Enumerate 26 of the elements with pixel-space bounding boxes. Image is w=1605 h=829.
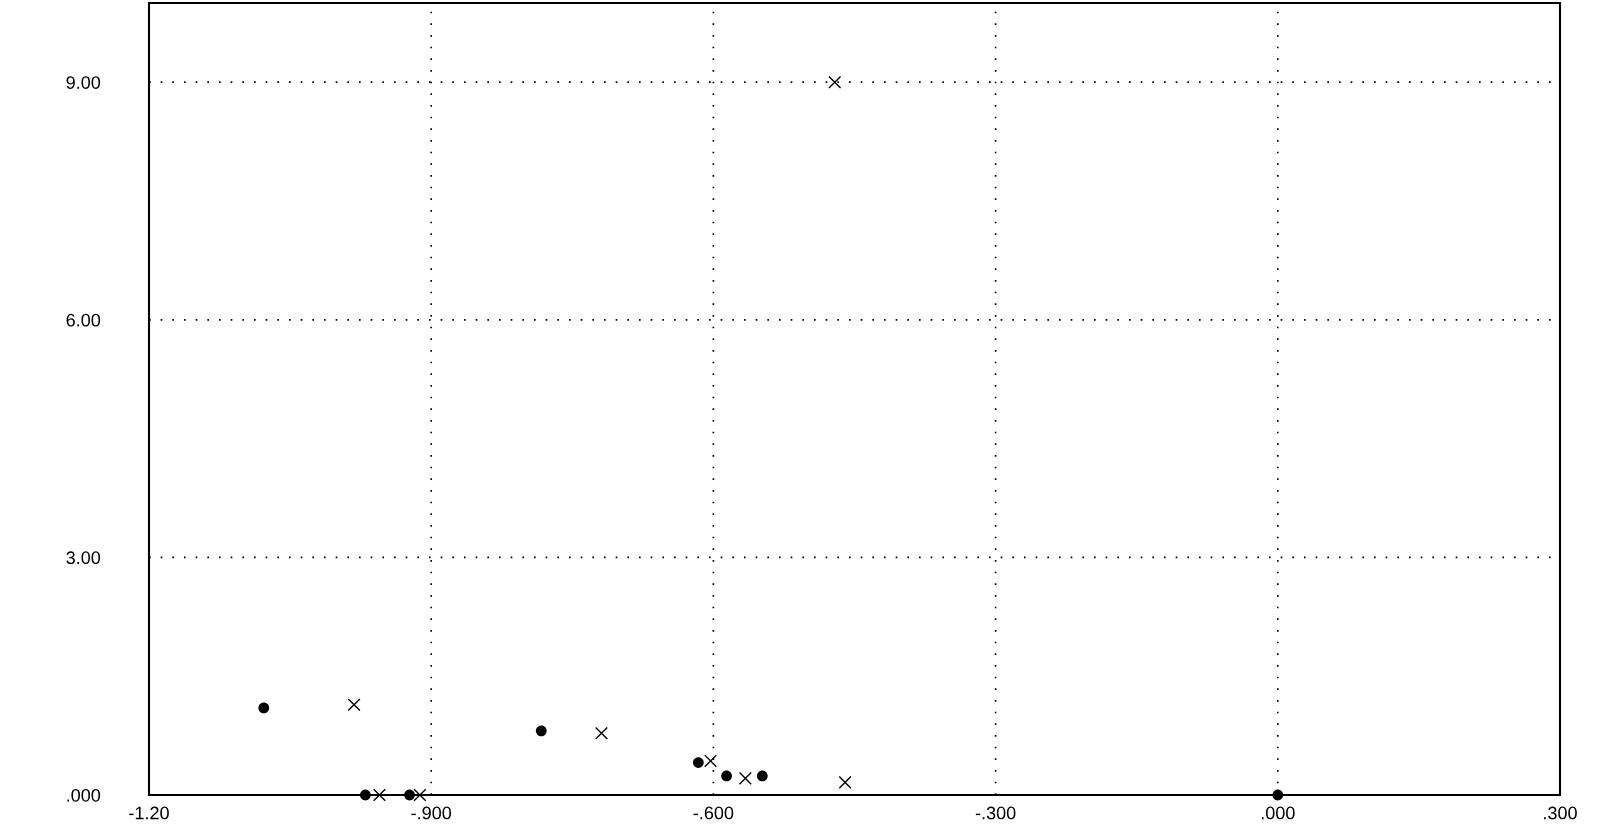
y-tick-label: 9.00: [66, 76, 101, 89]
point: [258, 702, 270, 714]
point: [738, 771, 752, 785]
point: [1272, 789, 1284, 801]
point: [535, 725, 547, 737]
point: [692, 757, 704, 768]
point: [828, 75, 842, 89]
y-tick-label: 3.00: [66, 551, 101, 565]
point: [756, 770, 768, 782]
x-tick-label: -.900: [411, 806, 452, 820]
point: [838, 775, 852, 789]
point: [372, 788, 386, 802]
point: [404, 789, 415, 801]
x-tick-label: .300: [1544, 806, 1577, 820]
point: [704, 754, 718, 768]
x-tick-label: -.300: [975, 806, 1016, 820]
point: [594, 726, 608, 740]
point: [347, 698, 361, 712]
x-tick-label: .000: [1261, 806, 1295, 820]
x-tick-label: -1.20: [129, 806, 169, 820]
point: [721, 770, 732, 782]
y-tick-label: 6.00: [66, 313, 101, 327]
x-tick-label: -.600: [693, 806, 734, 820]
y-tick-label: .000: [67, 788, 101, 802]
point: [359, 789, 371, 801]
point: [413, 788, 427, 802]
